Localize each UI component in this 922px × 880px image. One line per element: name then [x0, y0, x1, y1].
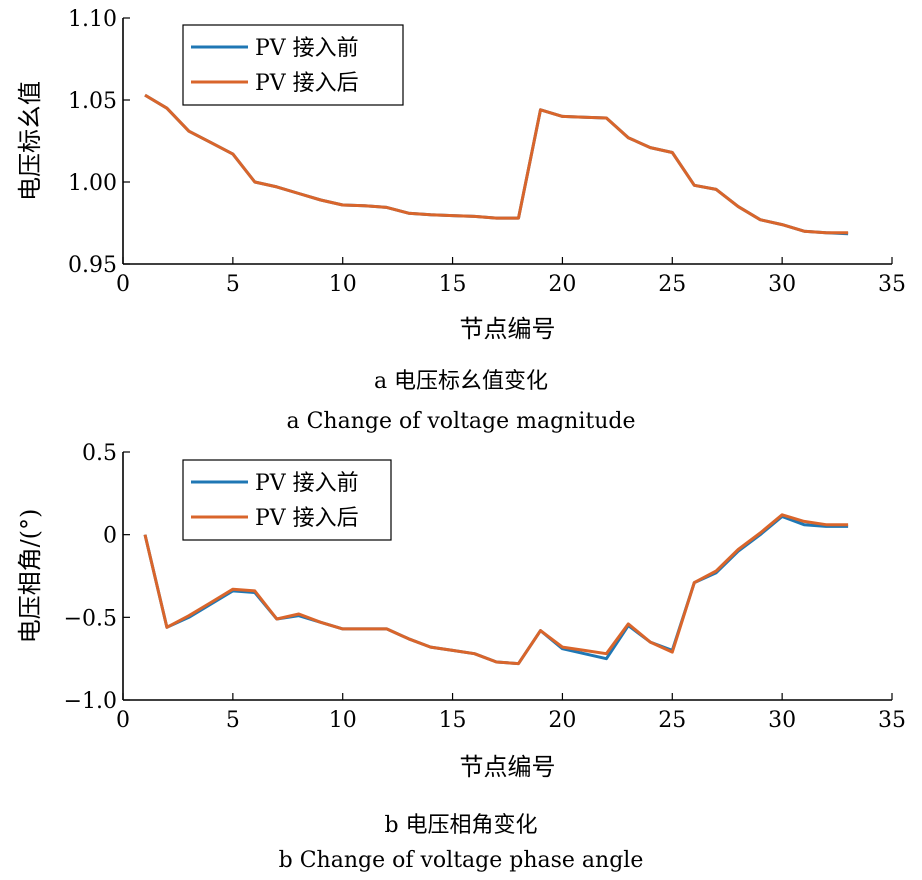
x-tick-label: 10 [329, 708, 357, 733]
y-tick-label: 0.95 [68, 253, 117, 278]
caption-en-a: a Change of voltage magnitude [286, 409, 635, 434]
series-line-after [143, 513, 849, 666]
series-lines-b [143, 513, 849, 666]
x-tick-label: 0 [116, 708, 130, 733]
y-tick-label: 0 [103, 524, 117, 549]
series-line-after [144, 93, 849, 235]
legend-a: PV 接入前 PV 接入后 [182, 24, 404, 106]
y-axis-label-a: 电压标幺值 [16, 81, 44, 201]
legend-label-before-b: PV 接入前 [255, 471, 359, 496]
caption-en-b: b Change of voltage phase angle [279, 848, 644, 873]
y-tick-label: 0.5 [82, 441, 117, 466]
x-axis-label-b: 节点编号 [460, 753, 556, 781]
x-axis-label-a: 节点编号 [460, 315, 556, 343]
chart-voltage-phase-angle: 0 5 10 15 20 25 30 35 −1.0 −0.5 0 0.5 PV 接入前 PV 接入后… [16, 441, 906, 873]
x-tick-label: 10 [329, 272, 357, 297]
y-tick-label: −0.5 [64, 606, 117, 631]
series-line-before [144, 93, 849, 236]
axes-ticks-a: 0 5 10 15 20 25 30 35 0.95 1.00 1.05 1.10 [68, 7, 906, 297]
y-axis-label-b: 电压相角/(°) [16, 509, 44, 644]
chart-voltage-magnitude: 0 5 10 15 20 25 30 35 0.95 1.00 1.05 1.10 PV 接入前 PV… [16, 7, 906, 434]
axes-ticks-b: 0 5 10 15 20 25 30 35 −1.0 −0.5 0 0.5 [64, 441, 906, 733]
y-tick-label: 1.10 [68, 7, 117, 32]
x-tick-label: 25 [658, 272, 686, 297]
legend-label-after-a: PV 接入后 [255, 71, 359, 96]
y-tick-label: 1.05 [68, 89, 117, 114]
y-tick-label: −1.0 [64, 689, 117, 714]
legend-box-a [182, 24, 404, 106]
x-tick-label: 0 [116, 272, 130, 297]
caption-cn-b: b 电压相角变化 [384, 813, 537, 838]
x-tick-label: 5 [226, 272, 240, 297]
x-tick-label: 30 [768, 272, 796, 297]
x-tick-label: 30 [768, 708, 796, 733]
legend-box-b [182, 459, 392, 541]
legend-label-before-a: PV 接入前 [255, 36, 359, 61]
x-tick-label: 35 [878, 272, 906, 297]
legend-b: PV 接入前 PV 接入后 [182, 459, 392, 541]
legend-label-after-b: PV 接入后 [255, 506, 359, 531]
x-tick-label: 25 [658, 708, 686, 733]
x-tick-label: 20 [548, 708, 576, 733]
x-tick-label: 15 [439, 272, 467, 297]
y-tick-label: 1.00 [68, 171, 117, 196]
x-tick-label: 35 [878, 708, 906, 733]
series-lines-a [144, 93, 849, 236]
x-tick-label: 20 [548, 272, 576, 297]
x-tick-label: 5 [226, 708, 240, 733]
caption-cn-a: a 电压标幺值变化 [374, 369, 548, 394]
x-tick-label: 15 [439, 708, 467, 733]
